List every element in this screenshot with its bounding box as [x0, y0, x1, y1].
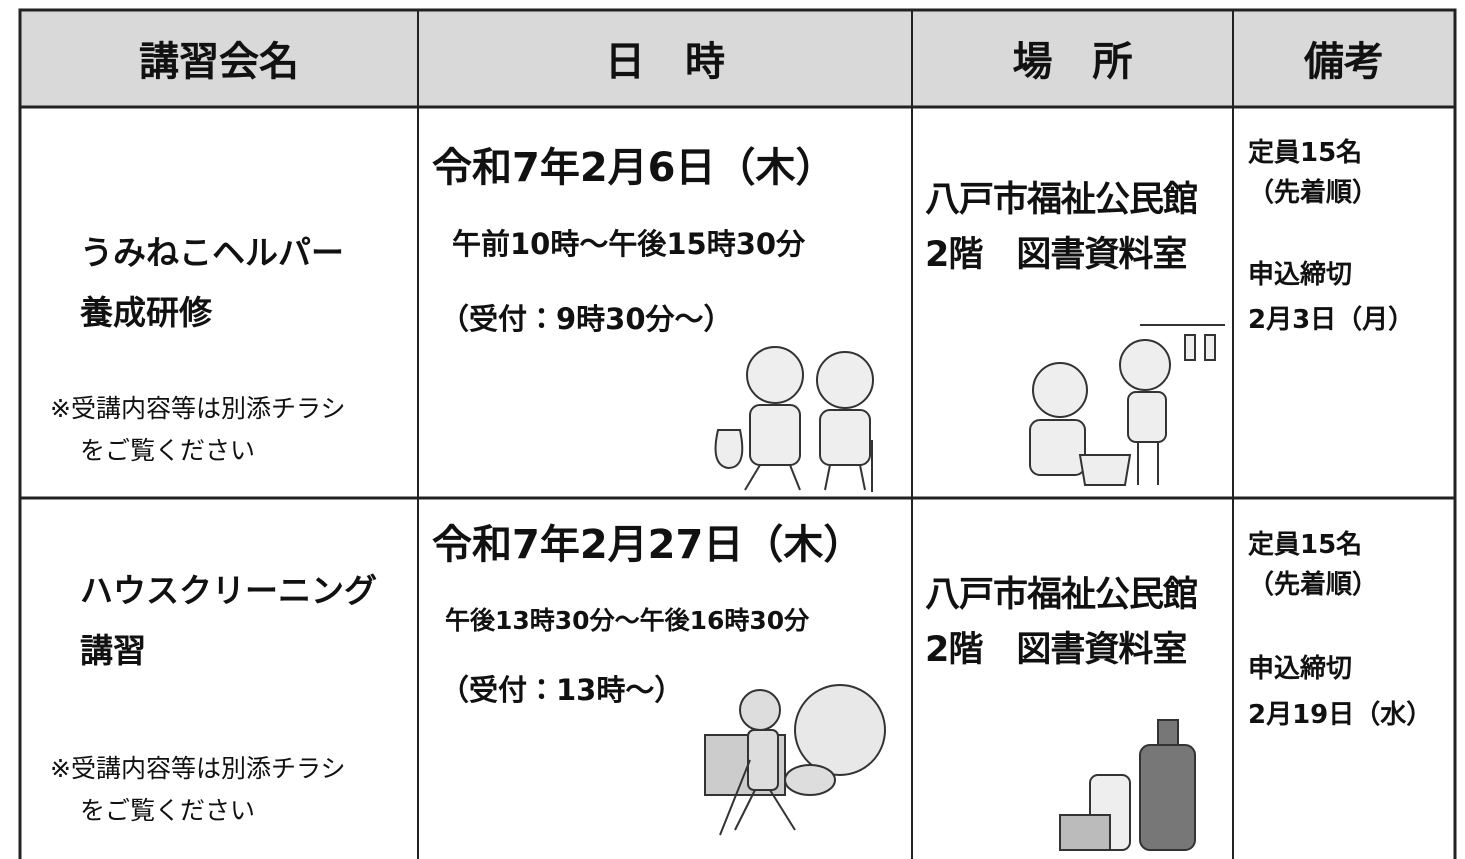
remark: （先着順） — [1248, 178, 1379, 208]
reception-time: （受付：13時～） — [440, 673, 684, 707]
time: 午後13時30分～午後16時30分 — [445, 606, 810, 635]
remark: 定員15名 — [1248, 530, 1363, 560]
header-cell: 場 所 — [1012, 39, 1133, 85]
header-cell: 日 時 — [605, 39, 725, 85]
reception-time: （受付：9時30分～） — [440, 302, 733, 336]
course-note: をご覧ください — [80, 796, 256, 825]
course-name: ハウスクリーニング — [80, 571, 377, 610]
header-cell: 講習会名 — [139, 39, 299, 85]
remark: 定員15名 — [1248, 138, 1363, 168]
date: 令和7年2月6日（木） — [432, 145, 836, 191]
illustration-cleaning — [704, 684, 886, 836]
place: 2階 図書資料室 — [925, 235, 1187, 275]
course-name: 講習 — [80, 631, 146, 670]
place: 八戸市福祉公民館 — [925, 180, 1198, 220]
place: 八戸市福祉公民館 — [925, 575, 1198, 615]
remark: （先着順） — [1248, 570, 1379, 600]
remark: 申込締切 — [1248, 260, 1353, 290]
remark: 2月3日（月） — [1248, 305, 1415, 335]
remark: 申込締切 — [1248, 654, 1353, 684]
date: 令和7年2月27日（木） — [432, 522, 864, 568]
illustration-laundry — [1029, 324, 1225, 486]
header-cell: 備考 — [1304, 39, 1384, 85]
illustration-bottles — [1059, 719, 1196, 851]
course-note: ※受講内容等は別添チラシ — [50, 754, 346, 783]
course-note: をご覧ください — [80, 436, 256, 465]
course-note: ※受講内容等は別添チラシ — [50, 394, 346, 423]
illustration-walk — [714, 346, 874, 492]
time: 午前10時～午後15時30分 — [452, 227, 806, 261]
place: 2階 図書資料室 — [925, 630, 1187, 670]
course-name: うみねこヘルパー — [80, 233, 344, 272]
remark: 2月19日（水） — [1248, 700, 1433, 730]
course-name: 養成研修 — [80, 293, 212, 332]
